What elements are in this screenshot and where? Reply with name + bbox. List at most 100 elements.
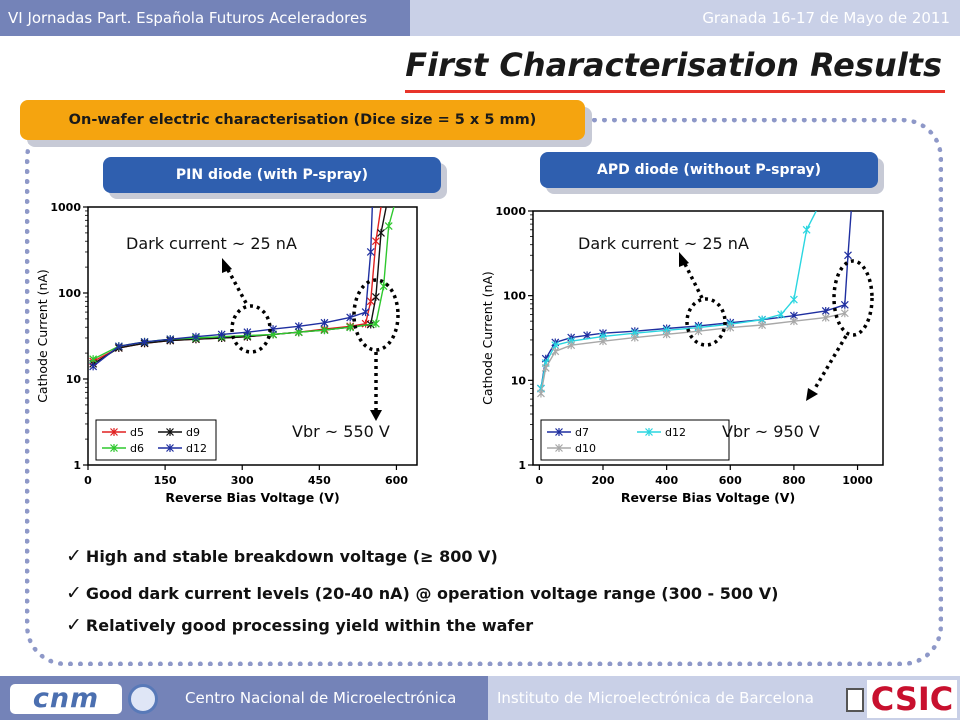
bullet-item: ✓ Relatively good processing yield within… (66, 614, 533, 636)
pin-vbr-arrowhead (370, 410, 382, 421)
chart0-legend-marker-d6 (110, 444, 118, 452)
cnm-logo: cnm (10, 684, 122, 714)
chart0-series-d6-point (371, 319, 380, 328)
chart1-series-d10-point (821, 313, 830, 322)
conference-name: VI Jornadas Part. Española Futuros Acele… (0, 0, 410, 36)
chart0-legend-label-d12: d12 (186, 442, 207, 455)
chart0-legend-marker-d12 (166, 444, 174, 452)
chart1-x-tick-label: 400 (655, 474, 678, 487)
cnm-globe-icon (128, 684, 158, 714)
apd-diode-chart: 0 200 400 600 800 1000 1 10 100 1000 Reverse Bias … (480, 205, 884, 505)
chart0-series-d12-point (320, 318, 329, 327)
chart1-series-d7-point (840, 300, 849, 309)
chart1-series-d12-point (802, 225, 811, 234)
chart1-series-d10-point (694, 327, 703, 336)
chart1-x-tick-label: 0 (536, 474, 544, 487)
chart1-series-d7-line (540, 211, 852, 389)
chart0-series-d12-point (366, 247, 375, 256)
apd-diode-label: APD diode (without P-spray) (540, 152, 878, 188)
chart0-series-d6-point (320, 326, 329, 335)
chart0-series-d5-point (371, 237, 380, 246)
chart1-y-tick-label: 100 (503, 290, 526, 303)
apd-dark-current-annotation: Dark current ~ 25 nA (578, 234, 749, 253)
chart1-series-d10-point (758, 321, 767, 330)
chart0-x-tick-label: 0 (84, 474, 92, 487)
chart0-y-tick-label: 1000 (50, 201, 81, 214)
chart0-legend-label-d5: d5 (130, 426, 144, 439)
pin-diode-chart: 0 150 300 450 600 1 10 100 1000 Reverse Bias Volt… (35, 201, 418, 505)
chart1-series-d10-point (662, 330, 671, 339)
chart1-series-d7-point (844, 251, 852, 260)
chart0-legend-marker-d9 (166, 428, 174, 436)
chart1-series-d10-point (630, 333, 639, 342)
bullet-item: ✓ Good dark current levels (20-40 nA) @ o… (66, 582, 778, 604)
chart0-series-d12-point (166, 335, 175, 344)
checkmark-icon: ✓ (66, 614, 82, 636)
chart0-series-d12-point (361, 308, 370, 317)
chart0-legend-label-d6: d6 (130, 442, 144, 455)
chart1-legend-label-d12: d12 (665, 426, 686, 439)
chart0-series-d9-point (377, 228, 385, 237)
chart0-legend (95, 419, 217, 461)
chart1-x-tick-label: 800 (782, 474, 805, 487)
chart1-legend-marker-d12 (645, 428, 653, 436)
chart0-series-d12-point (89, 362, 98, 371)
chart1-series-d10-point (541, 363, 550, 372)
conference-date: Granada 16-17 de Mayo de 2011 (410, 0, 960, 36)
pin-dark-arrowhead (222, 258, 232, 273)
chart1-series-d12-point (777, 310, 786, 319)
csic-emblem-icon (846, 688, 864, 712)
chart1-x-axis-label: Reverse Bias Voltage (V) (621, 490, 795, 505)
chart1-series-d7-point (821, 306, 830, 315)
chart1-series-d10-point (551, 347, 560, 356)
footer-center-text: Centro Nacional de Microelectrónica (185, 689, 457, 707)
chart0-x-tick-label: 300 (231, 474, 254, 487)
apd-breakdown-ellipse (832, 259, 874, 337)
chart1-series-d10-point (599, 337, 607, 346)
footer-right-text: Instituto de Microelectrónica de Barcelo… (497, 689, 814, 707)
chart1-series-d10-point (789, 317, 798, 326)
chart1-legend-marker-d10 (555, 444, 563, 452)
bullet-text: Good dark current levels (20-40 nA) @ op… (85, 584, 779, 603)
chart1-legend-label-d7: d7 (575, 426, 589, 439)
pin-dark-current-annotation: Dark current ~ 25 nA (126, 234, 297, 253)
section-label: On-wafer electric characterisation (Dice… (20, 100, 585, 140)
chart0-series-d12-point (114, 342, 123, 351)
chart0-series-d12-point (294, 322, 303, 331)
chart1-y-tick-label: 1 (518, 459, 526, 472)
apd-dark-arrowhead (679, 252, 689, 267)
chart1-y-tick-label: 10 (511, 374, 527, 387)
apd-vbr-annotation: Vbr ~ 950 V (722, 422, 820, 441)
checkmark-icon: ✓ (66, 545, 82, 567)
chart1-legend (540, 419, 730, 461)
apd-vbr-arrowhead (806, 388, 818, 401)
bullet-text: Relatively good processing yield within … (85, 616, 534, 635)
chart0-series-d12-line (92, 207, 373, 367)
chart1-x-tick-label: 200 (592, 474, 615, 487)
pin-dark-current-ellipse (230, 304, 272, 354)
chart0-y-tick-label: 100 (58, 287, 81, 300)
chart0-series-d6-point (384, 222, 393, 231)
apd-dark-current-ellipse (685, 297, 727, 347)
chart0-y-axis-label: Cathode Current (nA) (35, 269, 50, 403)
checkmark-icon: ✓ (66, 582, 82, 604)
pin-annotations: Dark current ~ 25 nA Vbr ~ 550 V (126, 234, 400, 441)
chart0-x-tick-label: 600 (385, 474, 408, 487)
title-underline (405, 90, 945, 93)
page-title: First Characterisation Results (405, 46, 942, 84)
chart1-series-d12-point (789, 295, 798, 304)
pin-diode-label: PIN diode (with P-spray) (103, 157, 441, 193)
apd-annotations: Dark current ~ 25 nA Vbr ~ 950 V (578, 234, 874, 441)
chart1-y-tick-label: 1000 (495, 205, 526, 218)
chart1-series-d10-point (567, 341, 576, 350)
chart0-x-tick-label: 450 (308, 474, 331, 487)
pin-breakdown-ellipse (352, 278, 400, 352)
chart0-series-d9-point (371, 292, 380, 301)
chart0-series-d12-point (140, 337, 149, 346)
chart1-series-d10-point (537, 389, 545, 398)
chart0-series-d6-point (89, 355, 98, 364)
chart1-legend-label-d10: d10 (575, 442, 596, 455)
chart1-series-d7-point (583, 331, 592, 340)
chart0-y-tick-label: 1 (73, 459, 81, 472)
